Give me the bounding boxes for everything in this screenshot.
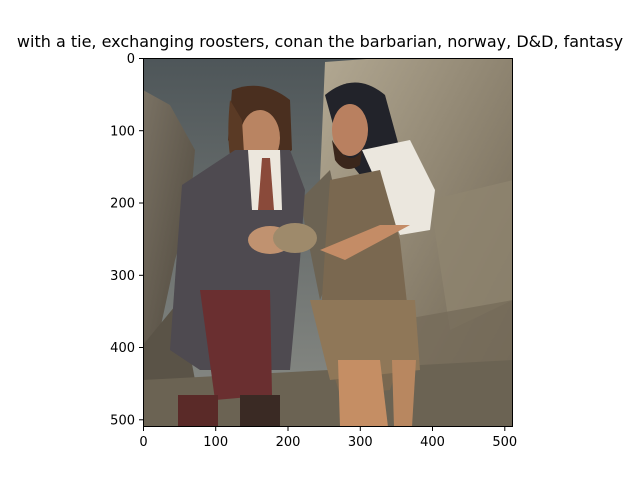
photo <box>143 58 513 427</box>
y-tick-label: 0 <box>127 52 135 67</box>
axes-frame <box>143 58 513 427</box>
man-right <box>310 82 435 427</box>
y-tick-label: 200 <box>110 197 135 212</box>
y-tick-label: 100 <box>110 125 135 140</box>
x-tick-label: 400 <box>420 435 445 450</box>
x-axis: 0 100 200 300 400 500 <box>139 427 517 450</box>
y-tick-label: 300 <box>110 269 135 284</box>
left-cliff <box>143 90 195 345</box>
man-left <box>170 85 305 427</box>
x-tick-label: 500 <box>492 435 517 450</box>
x-tick-label: 300 <box>348 435 373 450</box>
y-tick-label: 400 <box>110 341 135 356</box>
y-axis: 0 100 200 300 400 500 <box>110 52 143 429</box>
x-tick-label: 100 <box>203 435 228 450</box>
y-tick-label: 500 <box>110 414 135 429</box>
figure-title: with a tie, exchanging roosters, conan t… <box>16 32 624 51</box>
x-tick-label: 0 <box>139 435 147 450</box>
held-object <box>273 223 317 253</box>
x-tick-label: 200 <box>276 435 301 450</box>
